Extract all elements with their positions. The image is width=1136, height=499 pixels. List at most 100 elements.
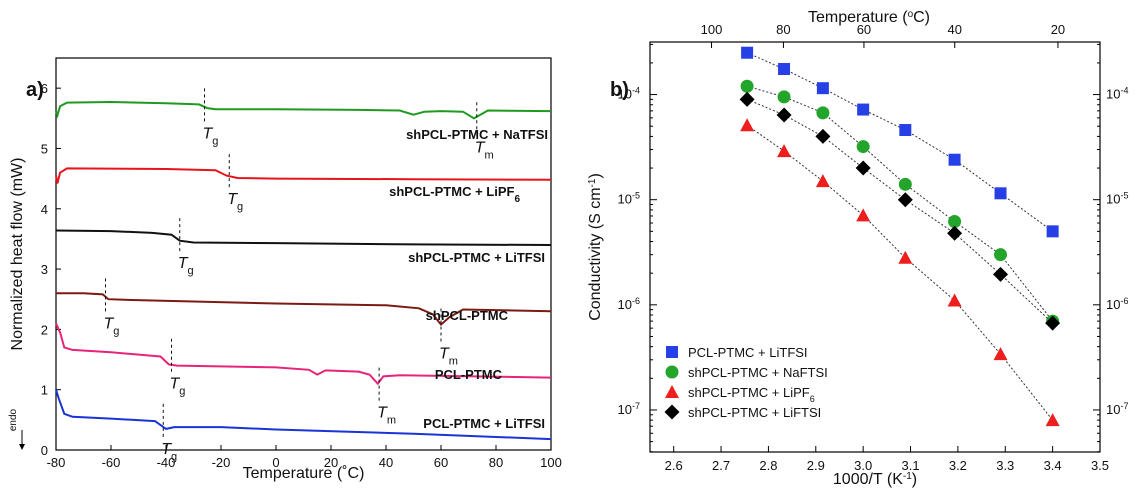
data-point-0-6 bbox=[994, 187, 1007, 200]
dsc-curve-label-2: shPCL-PTMC + LiTFSI bbox=[408, 250, 545, 265]
data-point-3-7 bbox=[1045, 315, 1061, 331]
dsc-curve-label-4: PCL-PTMC bbox=[435, 367, 503, 382]
fit-line-2 bbox=[746, 124, 1053, 421]
fit-line-1 bbox=[746, 85, 1053, 322]
transition-label: Tg bbox=[104, 315, 120, 337]
panel-b-ytick-label-right: 10-6 bbox=[1106, 296, 1128, 312]
data-point-0-2 bbox=[816, 82, 829, 95]
panel-b-top-xtick-label: 100 bbox=[701, 22, 723, 37]
transition-label: Tg bbox=[203, 125, 219, 147]
transition-label: Tg bbox=[227, 191, 243, 213]
data-point-1-0 bbox=[740, 79, 754, 93]
panel-a-xlabel: Temperature (˚C) bbox=[243, 465, 365, 482]
data-point-0-7 bbox=[1046, 225, 1059, 238]
panel-a-xtick-label: -60 bbox=[102, 455, 121, 470]
data-point-1-5 bbox=[948, 215, 962, 229]
legend-marker-3 bbox=[664, 404, 680, 420]
panel-a-ytick-label: 2 bbox=[41, 322, 48, 337]
dsc-curve-0 bbox=[55, 100, 552, 120]
legend-marker-1 bbox=[665, 365, 679, 379]
panel-a-xtick-label: -20 bbox=[212, 455, 231, 470]
transition-label: Tg bbox=[178, 255, 194, 277]
data-point-2-3 bbox=[856, 208, 871, 222]
panel-a-xtick-label: 100 bbox=[540, 455, 562, 470]
panel-a-xtick-label: -80 bbox=[47, 455, 66, 470]
data-point-3-6 bbox=[993, 266, 1009, 282]
dsc-curve-label-5: PCL-PTMC + LiTFSI bbox=[423, 416, 545, 431]
panel-b-ytick-label-right: 10-4 bbox=[1106, 86, 1128, 102]
dsc-curve-3 bbox=[56, 292, 552, 327]
data-point-2-6 bbox=[993, 347, 1008, 361]
transition-label: Tg bbox=[161, 441, 177, 463]
panel-a-ytick-label: 3 bbox=[41, 262, 48, 277]
legend-label-3: shPCL-PTMC + LiFTSI bbox=[688, 405, 821, 420]
panel-b-xtick-label: 2.9 bbox=[807, 458, 825, 473]
panel-b-frame bbox=[649, 41, 1101, 453]
panel-b-ytick-label-left: 10-6 bbox=[618, 296, 640, 312]
panel-a-ytick-label: 5 bbox=[41, 141, 48, 156]
data-point-3-5 bbox=[947, 225, 963, 241]
panel-b-xtick-label: 3.0 bbox=[854, 458, 872, 473]
panel-b-top-xtick-label: 20 bbox=[1051, 22, 1065, 37]
data-point-0-3 bbox=[857, 103, 870, 116]
dsc-curve-2 bbox=[55, 229, 552, 246]
panel-b-ylabel: Conductivity (S cm-1) bbox=[587, 173, 605, 321]
panel-b-ytick-label-left: 10-5 bbox=[618, 191, 640, 207]
data-point-0-1 bbox=[778, 63, 791, 76]
panel-b-xtick-label: 3.5 bbox=[1091, 458, 1109, 473]
panel-b-ytick-label-right: 10-5 bbox=[1106, 191, 1128, 207]
panel-a-ytick-label: 4 bbox=[41, 202, 48, 217]
panel-a-ytick-label: 0 bbox=[41, 443, 48, 458]
data-point-1-6 bbox=[994, 248, 1008, 262]
panel-b-xtick-label: 3.3 bbox=[996, 458, 1014, 473]
panel-b-top-xlabel: Temperature (oC) bbox=[808, 9, 930, 27]
data-point-2-7 bbox=[1045, 413, 1060, 427]
transition-label: Tm bbox=[475, 139, 494, 161]
data-point-1-2 bbox=[816, 106, 830, 120]
data-point-2-0 bbox=[740, 118, 755, 132]
data-point-2-1 bbox=[777, 144, 792, 158]
panel-b-xtick-label: 3.1 bbox=[901, 458, 919, 473]
data-point-1-4 bbox=[898, 177, 912, 191]
data-point-2-4 bbox=[898, 250, 913, 264]
legend-label-1: shPCL-PTMC + NaFTSI bbox=[688, 365, 828, 380]
panel-b-xtick-label: 2.6 bbox=[665, 458, 683, 473]
panel-b-ytick-label-left: 10-4 bbox=[618, 86, 640, 102]
data-point-3-4 bbox=[897, 192, 913, 208]
dsc-curve-1 bbox=[55, 167, 552, 184]
panel-a-xtick-label: 60 bbox=[434, 455, 448, 470]
data-point-3-2 bbox=[815, 128, 831, 144]
panel-b-ytick-label-left: 10-7 bbox=[618, 401, 640, 417]
transition-label: Tm bbox=[377, 405, 396, 427]
panel-a-endo-label: endo bbox=[8, 408, 19, 431]
panel-b-xtick-label: 3.2 bbox=[949, 458, 967, 473]
panel-b-xlabel: 1000/T (K-1) bbox=[833, 471, 917, 489]
data-point-2-2 bbox=[815, 174, 830, 188]
panel-b-xtick-label: 3.4 bbox=[1044, 458, 1062, 473]
panel-a-xtick-label: 0 bbox=[272, 455, 279, 470]
legend-label-2: shPCL-PTMC + LiPF6 bbox=[688, 385, 815, 404]
panel-a-xtick-label: 20 bbox=[324, 455, 338, 470]
legend-marker-2 bbox=[665, 385, 679, 398]
data-point-3-3 bbox=[855, 160, 871, 176]
panel-a-ylabel: Normalized heat flow (mW) bbox=[9, 158, 26, 351]
data-point-1-1 bbox=[777, 90, 791, 104]
panel-b-ytick-label-right: 10-7 bbox=[1106, 401, 1128, 417]
panel-a-ytick-label: 6 bbox=[41, 81, 48, 96]
panel-a-xtick-label: 40 bbox=[379, 455, 393, 470]
panel-a-ytick-label: 1 bbox=[41, 383, 48, 398]
dsc-curve-label-3: shPCL-PTMC bbox=[426, 308, 509, 323]
panel-a-xtick-label: -40 bbox=[157, 455, 176, 470]
panel-b-top-xtick-label: 80 bbox=[776, 22, 790, 37]
panel-b-top-xtick-label: 40 bbox=[948, 22, 962, 37]
panel-a-frame bbox=[55, 57, 552, 451]
data-point-0-0 bbox=[741, 46, 754, 59]
legend-label-0: PCL-PTMC + LiTFSI bbox=[688, 345, 808, 360]
transition-label: Tg bbox=[170, 376, 186, 398]
data-point-1-3 bbox=[856, 140, 870, 154]
panel-a-xtick-label: 80 bbox=[489, 455, 503, 470]
data-point-2-5 bbox=[947, 293, 962, 307]
panel-b-top-xtick-label: 60 bbox=[857, 22, 871, 37]
panel-b-label: b) bbox=[610, 79, 629, 101]
